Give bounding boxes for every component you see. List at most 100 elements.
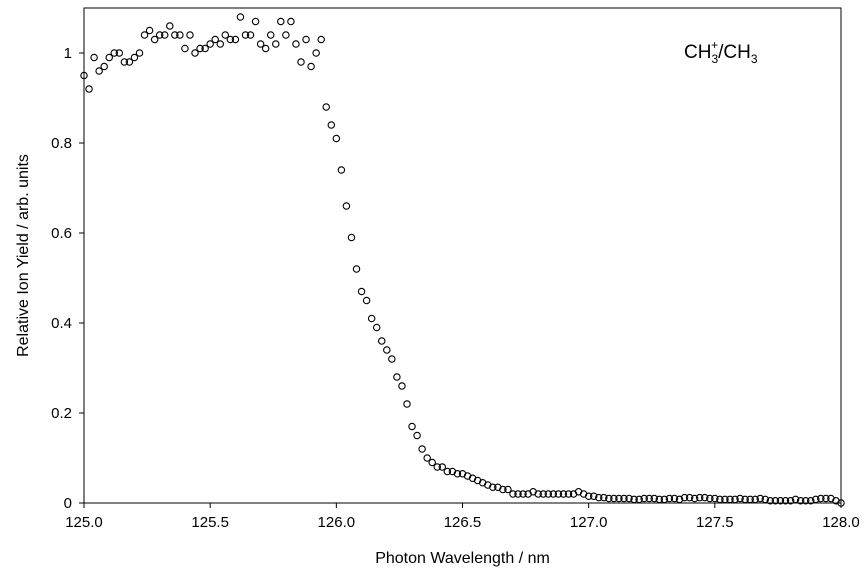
data-point xyxy=(277,17,285,26)
data-point xyxy=(418,445,426,453)
data-point xyxy=(115,49,124,57)
data-point xyxy=(166,22,174,30)
data-point xyxy=(615,494,623,503)
x-tick-label: 125.0 xyxy=(65,514,103,531)
data-point xyxy=(201,44,209,53)
data-point xyxy=(130,53,139,62)
data-point xyxy=(352,265,361,273)
data-point xyxy=(251,17,260,26)
data-point xyxy=(504,485,512,494)
data-point xyxy=(297,58,305,66)
data-point xyxy=(776,496,785,505)
data-point xyxy=(191,49,199,57)
data-point xyxy=(261,44,270,53)
data-point xyxy=(155,31,164,39)
data-point xyxy=(564,490,573,498)
data-point xyxy=(388,355,396,363)
data-point xyxy=(357,287,366,296)
data-point xyxy=(372,323,381,332)
data-point xyxy=(100,62,108,71)
data-point xyxy=(650,494,659,503)
data-point xyxy=(766,496,775,505)
y-tick-label: 1 xyxy=(64,45,72,62)
y-tick-label: 0 xyxy=(64,495,72,512)
data-point xyxy=(342,202,351,210)
data-point xyxy=(610,494,618,503)
data-point xyxy=(695,493,704,502)
data-point xyxy=(499,485,507,494)
data-point xyxy=(670,494,679,503)
data-point xyxy=(236,13,245,21)
data-point xyxy=(690,494,699,503)
data-point xyxy=(534,490,542,498)
data-point xyxy=(519,490,527,498)
data-point xyxy=(781,496,790,505)
data-point xyxy=(665,494,674,503)
species-annotation: CH3+/CH3 xyxy=(684,38,758,66)
data-point xyxy=(282,31,290,39)
x-tick-label: 126.0 xyxy=(318,514,356,531)
data-point xyxy=(453,469,462,478)
data-point xyxy=(90,53,98,62)
data-point xyxy=(246,31,255,39)
x-tick-label: 127.0 xyxy=(570,514,608,531)
data-point xyxy=(362,296,371,305)
data-point xyxy=(287,17,295,26)
data-point xyxy=(544,490,553,498)
annotation-main: CH xyxy=(684,42,711,63)
x-tick-label: 128.0 xyxy=(822,514,860,531)
data-point xyxy=(398,382,406,390)
annotation-mid: /CH xyxy=(718,42,751,63)
data-point xyxy=(150,35,159,44)
data-point xyxy=(393,373,401,381)
annotation-superscript: + xyxy=(711,38,718,52)
data-point xyxy=(584,492,593,500)
data-point xyxy=(595,493,603,502)
data-point xyxy=(266,31,275,39)
data-point xyxy=(680,493,689,502)
y-axis-ticks: 0 0.2 0.4 0.6 0.8 1 xyxy=(51,45,84,512)
data-point xyxy=(509,490,517,498)
data-point xyxy=(786,496,795,505)
data-point xyxy=(85,85,93,93)
data-point xyxy=(327,121,336,129)
data-point xyxy=(322,103,330,111)
y-tick-label: 0.6 xyxy=(51,225,72,242)
data-point xyxy=(196,44,204,53)
data-point xyxy=(216,40,225,48)
data-point xyxy=(645,494,653,503)
y-tick-label: 0.2 xyxy=(51,405,72,422)
data-point xyxy=(211,35,219,44)
data-point xyxy=(292,40,300,48)
data-point xyxy=(241,31,250,39)
data-point xyxy=(559,490,568,498)
data-point xyxy=(186,31,194,39)
data-point xyxy=(605,494,613,503)
plot-frame xyxy=(83,7,842,504)
y-tick-label: 0.8 xyxy=(51,135,72,152)
data-point xyxy=(171,31,179,39)
data-point xyxy=(408,422,416,431)
data-point xyxy=(378,337,386,345)
data-point xyxy=(549,490,558,498)
data-point xyxy=(620,494,628,503)
x-axis-title: Photon Wavelength / nm xyxy=(375,550,550,567)
data-point xyxy=(347,233,356,242)
data-point xyxy=(771,496,780,505)
data-point xyxy=(140,31,149,39)
data-point xyxy=(110,49,119,57)
data-point xyxy=(443,467,452,476)
data-point xyxy=(539,490,547,498)
data-point xyxy=(337,166,346,174)
data-point xyxy=(221,31,230,39)
data-point xyxy=(736,494,744,503)
data-point xyxy=(589,492,598,500)
data-point xyxy=(125,58,134,66)
data-point xyxy=(226,35,235,44)
data-point xyxy=(514,490,522,498)
data-point xyxy=(145,26,154,35)
data-point xyxy=(600,493,608,502)
data-point xyxy=(685,493,694,502)
data-point xyxy=(135,49,144,57)
